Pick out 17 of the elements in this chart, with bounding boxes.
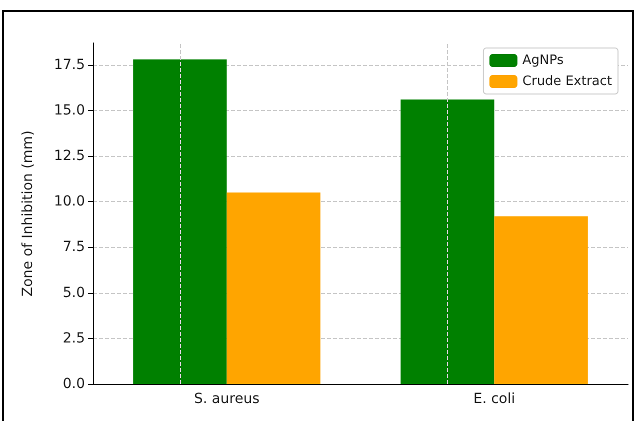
bar xyxy=(226,192,320,384)
y-tick-label: 17.5 xyxy=(54,56,85,73)
y-tick-label: 15.0 xyxy=(54,102,85,118)
legend-label: Crude Extract xyxy=(522,74,612,89)
bar xyxy=(133,59,227,384)
x-tick-label: S. aureus xyxy=(194,391,260,407)
bar xyxy=(494,216,588,384)
y-tick-label: 2.5 xyxy=(62,330,85,346)
legend-label: AgNPs xyxy=(522,53,564,68)
y-tick-label: 5.0 xyxy=(62,284,85,301)
x-tick-label: E. coli xyxy=(473,391,516,407)
y-tick-label: 7.5 xyxy=(62,239,85,256)
y-tick-label: 12.5 xyxy=(54,148,85,164)
y-tick-label: 10.0 xyxy=(54,194,85,210)
bar xyxy=(400,100,494,384)
y-axis-title: Zone of Inhibition (mm) xyxy=(20,130,36,297)
y-tick-label: 0.0 xyxy=(62,376,85,392)
